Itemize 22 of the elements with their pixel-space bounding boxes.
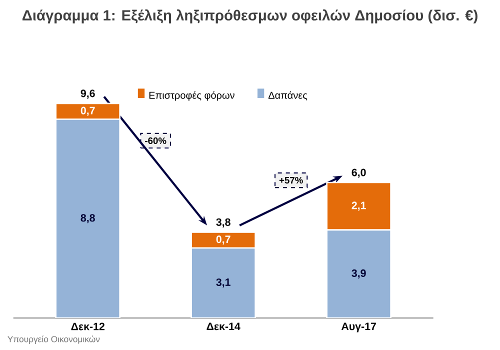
text: Υπουργείο Οικονομικών [8, 336, 100, 344]
bar [55, 118, 121, 318]
data-label: 3,1 [216, 278, 230, 288]
total-label: 3,8 [216, 218, 230, 228]
data-label: 3,9 [352, 269, 366, 279]
data-label: 0,7 [216, 236, 230, 245]
x-tick-label: Δεκ-14 [206, 322, 240, 330]
annotation: +57% [279, 176, 303, 184]
x-tick-label: Δεκ-12 [71, 322, 104, 330]
bar [190, 232, 256, 249]
total-label: 9,6 [80, 90, 95, 99]
total-label: 6,0 [352, 168, 366, 178]
legend-label: Δαπάνες [268, 91, 308, 100]
data-label: 2,1 [352, 202, 366, 211]
bar [190, 247, 256, 318]
data-label: 8,8 [80, 214, 95, 224]
data-label: 0,7 [80, 106, 95, 116]
chart-title: Διάγραμμα 1: Εξέλιξη ληξιπρόθεσμων οφειλών Δημοσίου (δισ. €) [22, 9, 478, 24]
legend-label: Επιστροφές φόρων [149, 91, 234, 101]
x-tick-label: Αυγ-17 [341, 322, 376, 332]
bar [326, 229, 392, 318]
annotation: -60% [145, 137, 166, 144]
